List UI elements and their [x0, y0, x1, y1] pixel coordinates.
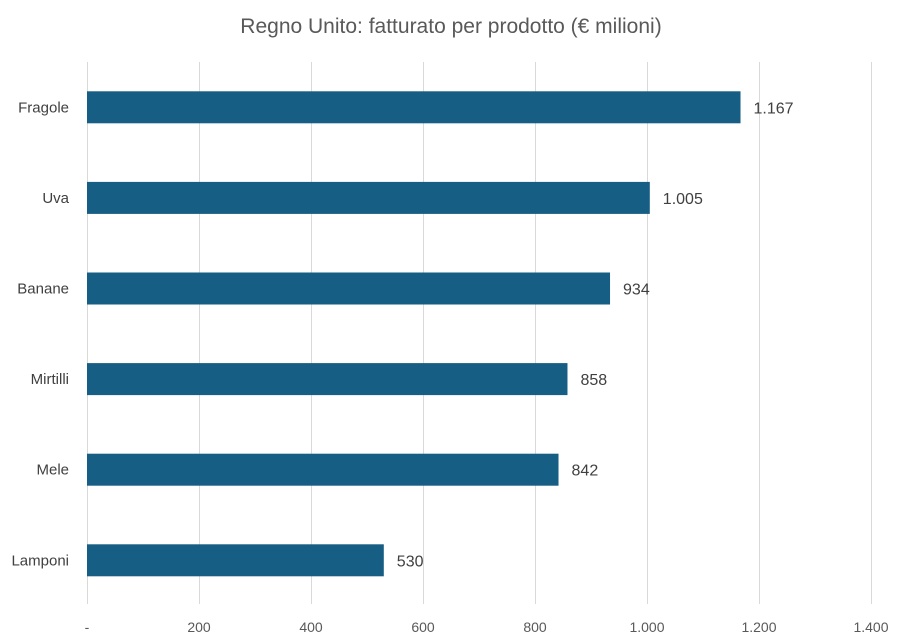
data-label: 1.005: [663, 191, 703, 208]
category-label: Mele: [36, 462, 69, 479]
x-tick-label: 600: [411, 619, 435, 635]
chart-title: Regno Unito: fatturato per prodotto (€ m…: [240, 15, 661, 38]
x-tick-label: 1.000: [629, 619, 664, 635]
bar: [87, 544, 384, 577]
x-tick-label: -: [85, 619, 90, 635]
data-label: 842: [572, 463, 599, 480]
gridlines: [87, 62, 872, 604]
bar: [87, 181, 650, 214]
bar: [87, 453, 559, 486]
x-axis-tick-labels: - 200 400 600 800 1.000 1.200 1.400: [85, 619, 889, 635]
category-label: Banane: [17, 281, 69, 298]
x-tick-label: 800: [523, 619, 547, 635]
data-labels: 1.167 1.005 934 858 842 530: [397, 100, 794, 570]
category-labels: Fragole Uva Banane Mirtilli Mele Lamponi: [11, 99, 69, 569]
data-label: 934: [623, 282, 650, 299]
bar: [87, 363, 568, 396]
x-tick-label: 1.200: [741, 619, 776, 635]
bars: [87, 91, 741, 577]
data-label: 530: [397, 553, 424, 570]
bar: [87, 272, 611, 305]
x-tick-label: 1.400: [853, 619, 888, 635]
category-label: Lamponi: [11, 552, 69, 569]
category-label: Mirtilli: [31, 371, 69, 388]
data-label: 1.167: [754, 100, 794, 117]
data-label: 858: [580, 372, 607, 389]
x-tick-label: 200: [187, 619, 211, 635]
x-tick-label: 400: [299, 619, 323, 635]
category-label: Fragole: [18, 99, 69, 116]
bar: [87, 91, 741, 124]
category-label: Uva: [42, 190, 69, 207]
